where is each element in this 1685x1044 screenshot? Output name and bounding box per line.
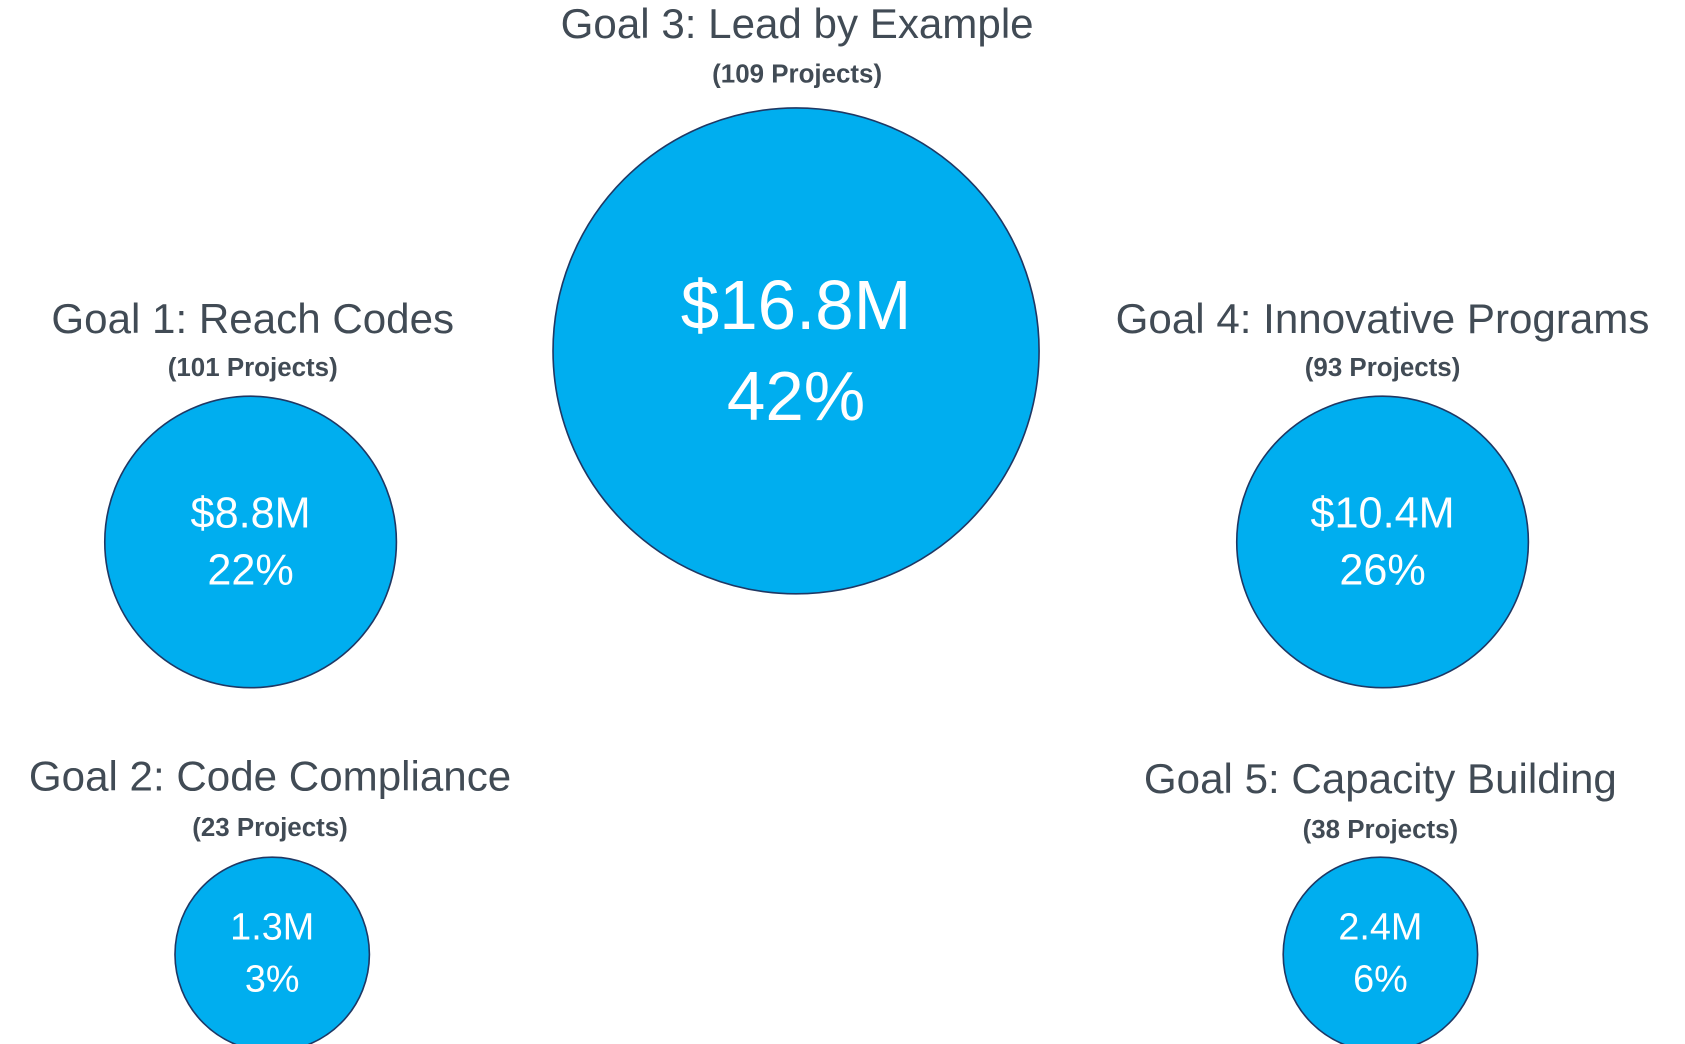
goal-projects: (38 Projects) (1303, 816, 1459, 844)
bubble-share: 42% (727, 357, 865, 435)
bubble-share: 6% (1353, 958, 1408, 1000)
bubble (1235, 395, 1530, 689)
bubble-amount: $8.8M (191, 489, 311, 537)
bubble (552, 107, 1040, 595)
bubble-amount: $10.4M (1311, 489, 1455, 537)
goal-projects: (101 Projects) (168, 354, 338, 382)
goal-projects: (23 Projects) (192, 814, 348, 842)
goal-projects: (93 Projects) (1305, 354, 1461, 382)
bubble-share: 26% (1339, 547, 1425, 595)
bubble (174, 856, 371, 1044)
goal-title: Goal 1: Reach Codes (51, 295, 454, 342)
bubble-share: 22% (207, 547, 293, 595)
goal-projects: (109 Projects) (712, 60, 882, 88)
bubble (103, 395, 398, 689)
goal-title: Goal 4: Innovative Programs (1116, 295, 1650, 342)
bubble-share: 3% (245, 958, 300, 1000)
goal-title: Goal 3: Lead by Example (561, 0, 1034, 47)
goal-title: Goal 5: Capacity Building (1144, 755, 1617, 802)
goal-title: Goal 2: Code Compliance (29, 753, 511, 800)
bubble (1282, 856, 1479, 1044)
bubble-amount: $16.8M (681, 266, 912, 344)
bubble-amount: 2.4M (1338, 907, 1422, 949)
bubble-amount: 1.3M (230, 907, 314, 949)
